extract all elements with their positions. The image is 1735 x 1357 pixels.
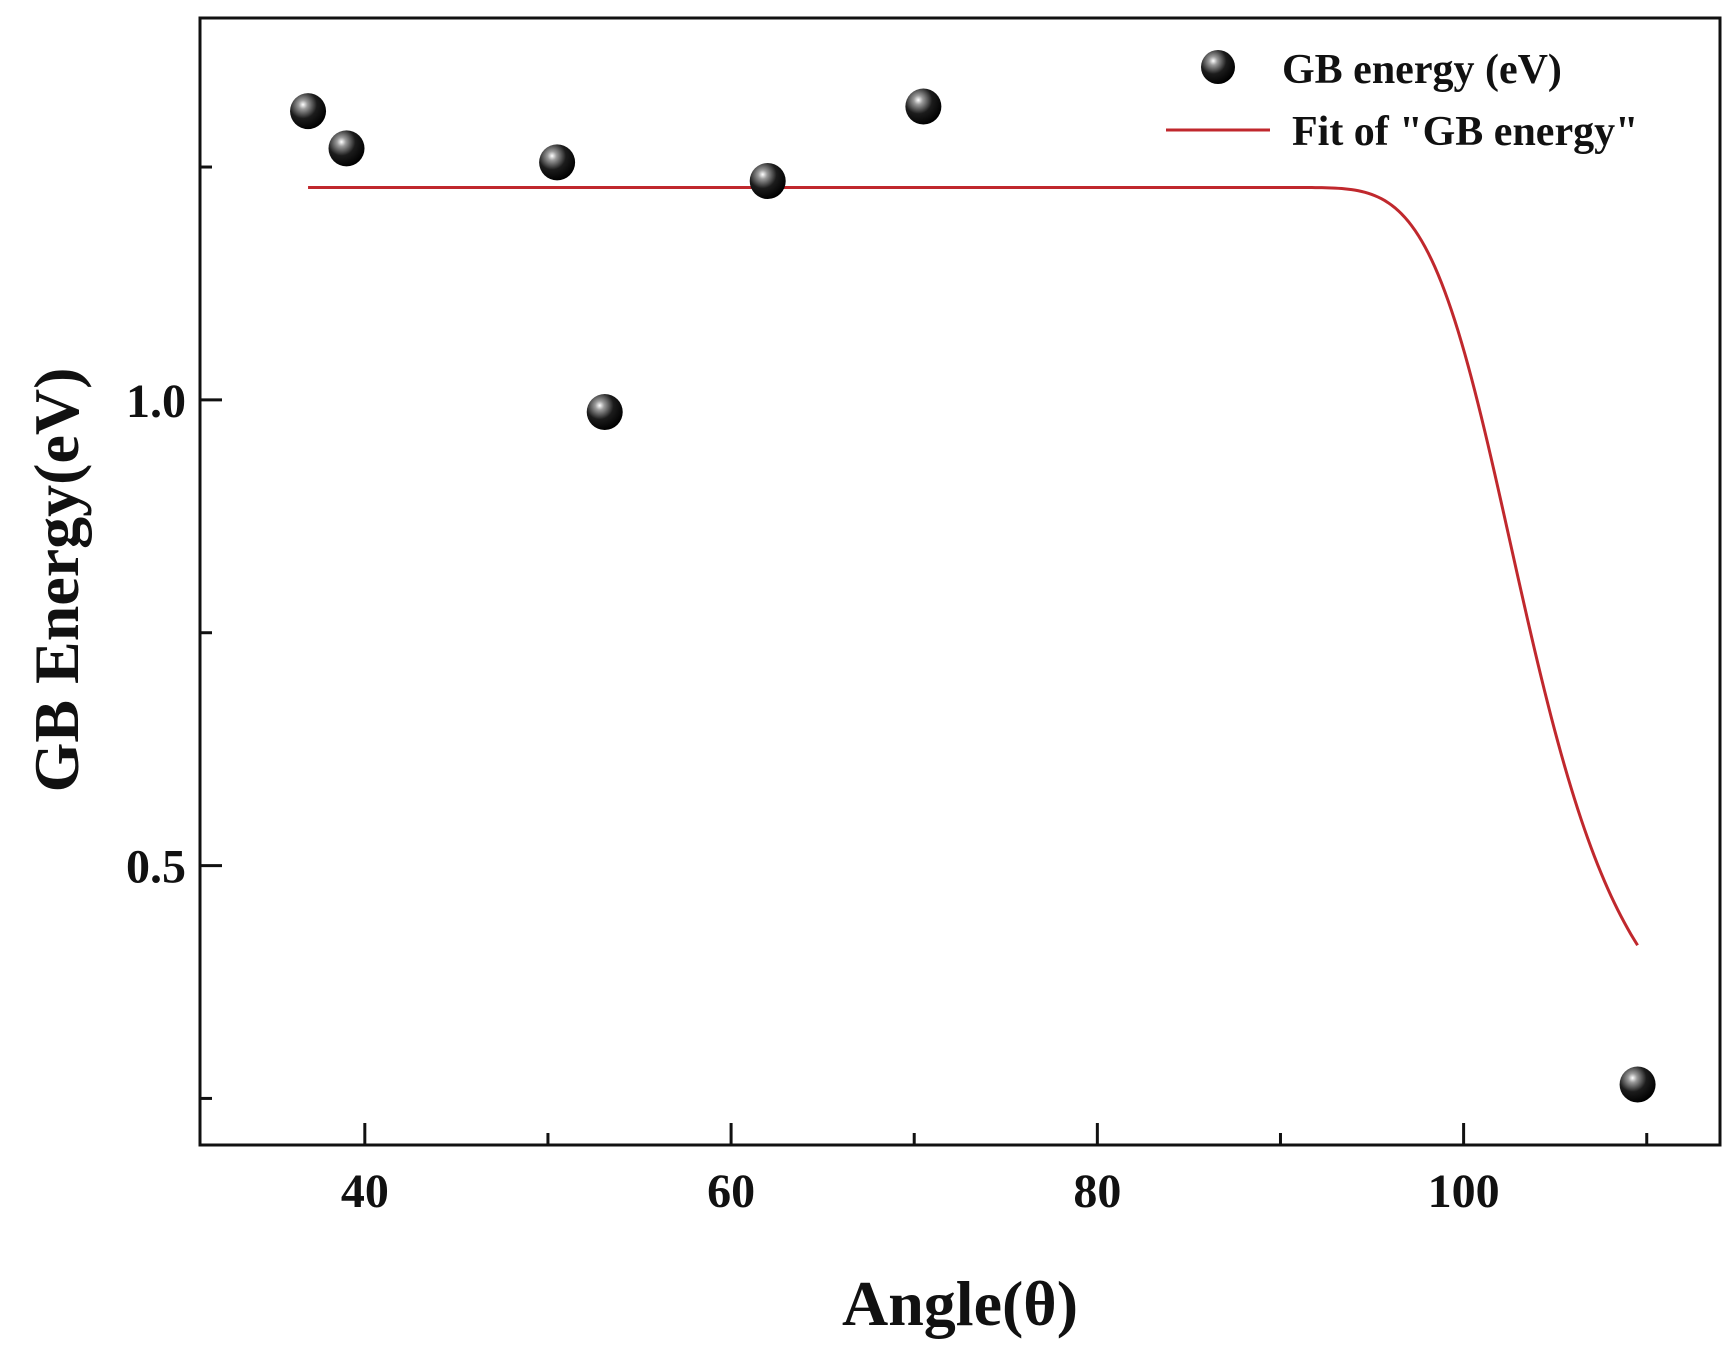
plot-frame: [198, 16, 1722, 1147]
legend: GB energy (eV) Fit of "GB energy": [1166, 47, 1638, 155]
data-point: [328, 130, 365, 167]
data-point: [290, 93, 327, 130]
data-points: [290, 88, 1656, 1103]
x-axis-title: Angle(θ): [842, 1268, 1078, 1339]
data-point: [539, 144, 576, 181]
y-axis-title: GB Energy(eV): [21, 368, 92, 793]
y-tick-label: 0.5: [126, 841, 186, 894]
fit-curves: [308, 186, 1639, 947]
data-point: [905, 88, 942, 125]
legend-scatter-label: GB energy (eV): [1282, 47, 1562, 93]
data-point: [586, 393, 623, 430]
x-tick-label: 100: [1428, 1165, 1500, 1218]
legend-fit-label: Fit of "GB energy": [1292, 109, 1638, 155]
x-tick-label: 40: [341, 1165, 389, 1218]
legend-scatter-marker: [1201, 50, 1235, 84]
x-tick-label: 80: [1073, 1165, 1121, 1218]
axis-ticks: 40 60 80 100 0.5 1.0: [126, 165, 1649, 1218]
x-tick-label: 60: [707, 1165, 755, 1218]
data-point: [749, 162, 786, 199]
fit-curve-line: [308, 186, 1639, 947]
y-tick-label: 1.0: [126, 375, 186, 428]
data-point: [1619, 1066, 1656, 1103]
